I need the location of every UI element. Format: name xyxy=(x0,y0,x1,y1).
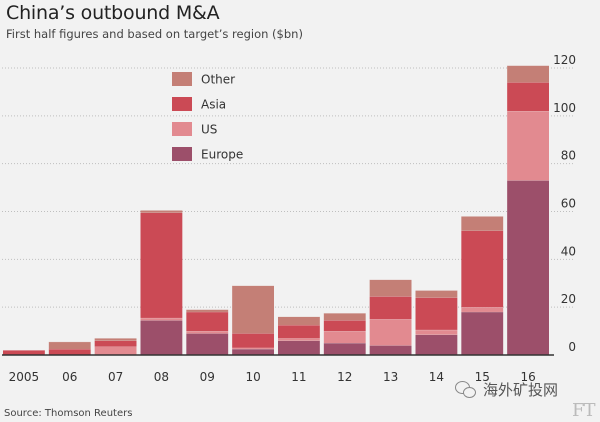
bar-segment-other xyxy=(507,65,549,83)
x-tick-label: 10 xyxy=(245,370,260,384)
x-tick-label: 2005 xyxy=(9,370,40,384)
legend-label: US xyxy=(201,123,217,137)
y-tick-label: 80 xyxy=(561,149,576,163)
bar-segment-asia xyxy=(369,296,412,320)
x-tick-label: 08 xyxy=(154,370,169,384)
legend-swatch xyxy=(172,72,192,86)
bar-segment-asia xyxy=(232,333,274,348)
x-tick-label: 12 xyxy=(337,370,352,384)
wechat-icon xyxy=(455,380,477,399)
bar-segment-asia xyxy=(461,230,504,308)
chart-subtitle: First half figures and based on target’s… xyxy=(6,27,303,41)
x-tick-label: 16 xyxy=(520,370,535,384)
legend-label: Other xyxy=(201,73,235,87)
chart-title: China’s outbound M&A xyxy=(6,2,220,24)
bar-segment-europe xyxy=(232,349,274,355)
x-tick-label: 13 xyxy=(383,370,398,384)
bar-segment-asia xyxy=(415,297,458,330)
y-tick-label: 120 xyxy=(553,53,576,67)
ft-logo: FT xyxy=(572,400,595,421)
bar-segment-other xyxy=(461,216,504,231)
x-tick-label: 14 xyxy=(429,370,444,384)
y-tick-label: 60 xyxy=(561,197,576,211)
bar-segment-other xyxy=(140,210,183,213)
bar-segment-us xyxy=(232,347,274,350)
bar-segment-other xyxy=(232,285,274,334)
bar-segment-asia xyxy=(140,212,183,318)
legend-label: Europe xyxy=(201,148,243,162)
y-tick-label: 20 xyxy=(561,292,576,306)
bar-segment-us xyxy=(369,319,412,346)
bar-segment-other xyxy=(369,279,412,297)
x-tick-label: 07 xyxy=(108,370,123,384)
bar-segment-us xyxy=(461,307,504,312)
bar-segment-us xyxy=(507,111,549,181)
bar-segment-asia xyxy=(94,340,137,347)
watermark-text: 海外矿投网 xyxy=(483,381,559,399)
bar-segment-other xyxy=(48,341,91,350)
bar-segment-europe xyxy=(323,343,366,355)
bar-segment-europe xyxy=(278,340,320,355)
legend-swatch xyxy=(172,147,192,161)
bar-segment-asia xyxy=(507,82,549,112)
x-tick-label: 09 xyxy=(200,370,215,384)
bar-segment-asia xyxy=(278,325,320,339)
bar-segment-us xyxy=(94,346,137,355)
bar-segment-us xyxy=(140,317,183,321)
bar-segment-asia xyxy=(323,320,366,332)
bar-segment-europe xyxy=(186,333,229,355)
bar-segment-other xyxy=(94,338,137,341)
bar-segment-us xyxy=(323,331,366,344)
x-tick-label: 06 xyxy=(62,370,77,384)
bar-segment-other xyxy=(186,309,229,312)
bar-segment-asia xyxy=(48,349,91,355)
bar-segment-europe xyxy=(507,180,549,355)
source-note: Source: Thomson Reuters xyxy=(4,408,133,419)
bar-segment-other xyxy=(415,290,458,298)
y-tick-label: 0 xyxy=(568,340,576,354)
watermark: 海外矿投网 xyxy=(455,379,558,400)
bar-segment-us xyxy=(415,329,458,335)
bar-segment-europe xyxy=(140,320,183,355)
bar-segment-europe xyxy=(415,334,458,355)
bar-segment-asia xyxy=(186,311,229,332)
bar-segment-europe xyxy=(461,311,504,355)
stacked-bar-chart: 0 20 40 60 80 100 120 2005 06 07 08 09 10 11 12 13 14 15 1… xyxy=(2,53,576,384)
bar-segment-us xyxy=(186,331,229,334)
bar-segment-europe xyxy=(369,345,412,355)
x-tick-label: 11 xyxy=(291,370,306,384)
y-tick-label: 40 xyxy=(561,244,576,258)
bar-segment-us xyxy=(278,338,320,341)
bar-segment-other xyxy=(278,316,320,326)
legend-swatch xyxy=(172,97,192,111)
legend-label: Asia xyxy=(201,98,226,112)
y-tick-label: 100 xyxy=(553,101,576,115)
bar-segment-asia xyxy=(3,350,45,355)
bar-segment-other xyxy=(323,313,366,321)
legend-swatch xyxy=(172,122,192,136)
x-tick-label: 15 xyxy=(475,370,490,384)
